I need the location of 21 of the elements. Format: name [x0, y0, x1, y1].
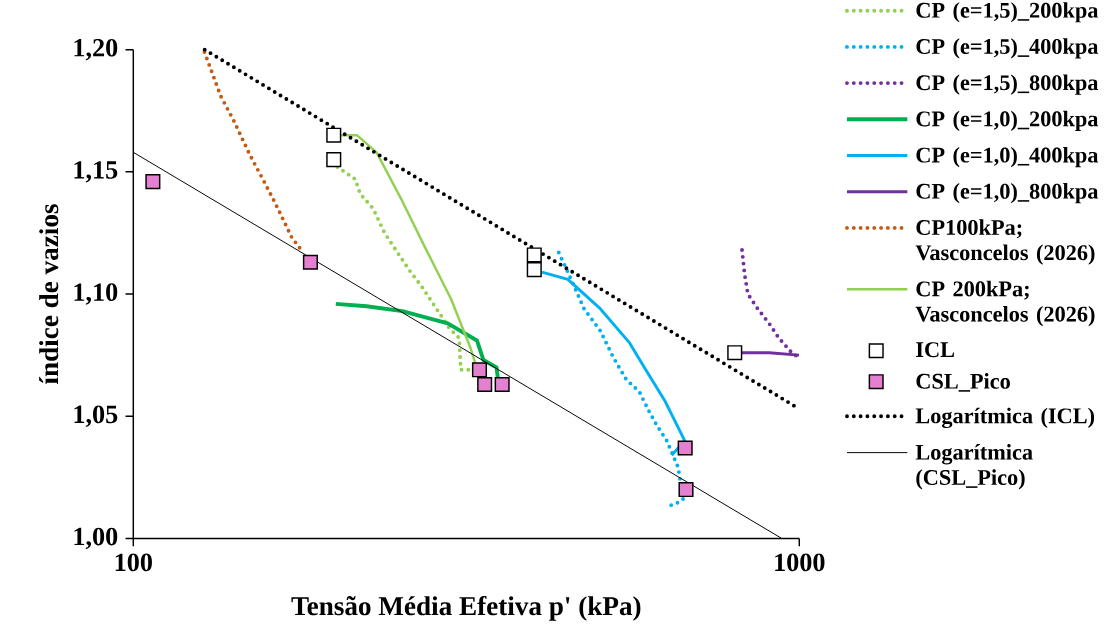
legend-label: CP (e=1,0)_400kpa: [916, 146, 1099, 168]
legend-label: CP (e=1,0)_800kpa: [916, 183, 1099, 204]
x-tick-label: 1000: [775, 553, 825, 572]
legend-label: CSL_Pico: [916, 373, 1010, 392]
y-tick-label: 1,15: [74, 161, 118, 183]
y-tick-label: 1,10: [74, 283, 118, 305]
y-axis-title: índice de vazios: [39, 204, 59, 384]
legend-label: CP (e=1,5)_200kpa: [916, 2, 1099, 23]
legend-label: ICL: [916, 342, 955, 358]
legend-label: CP100kPa; Vasconcelos (2026): [915, 219, 1095, 265]
legend-label: CP 200kPa; Vasconcelos (2026): [915, 280, 1095, 327]
legend-label: CP (e=1,0)_200kpa: [916, 110, 1099, 131]
y-tick-label: 1,20: [74, 38, 118, 61]
legend-label: Logarítmica (ICL): [915, 407, 1095, 429]
y-tick-label: 1,05: [74, 405, 118, 427]
x-axis-title: Tensão Média Efetiva p' (kPa): [291, 595, 641, 621]
legend-label: CP (e=1,5)_400kpa: [916, 38, 1099, 59]
legend-label: Logarítmica (CSL_Pico): [915, 444, 1033, 490]
y-tick-label: 1,00: [74, 527, 118, 550]
x-tick-label: 100: [115, 553, 152, 572]
legend-label: CP (e=1,5)_800kpa: [916, 74, 1099, 95]
